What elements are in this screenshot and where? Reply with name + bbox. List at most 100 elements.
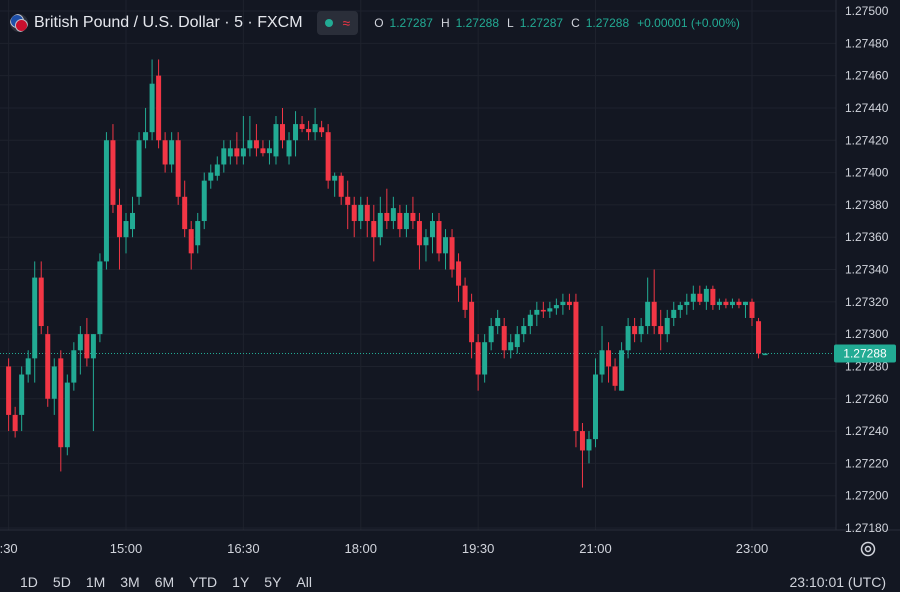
range-ytd-button[interactable]: YTD bbox=[189, 574, 218, 590]
candle-body bbox=[64, 382, 70, 448]
low-label: L bbox=[507, 16, 514, 30]
candle bbox=[358, 196, 364, 230]
time-tick-label: 15:00 bbox=[110, 541, 143, 556]
candle-body bbox=[462, 285, 468, 310]
candle-body bbox=[677, 305, 683, 310]
candle-body bbox=[482, 342, 488, 375]
candle bbox=[495, 309, 501, 335]
market-status-pill[interactable]: ≈ bbox=[316, 11, 359, 35]
candle-body bbox=[716, 301, 722, 306]
price-tick-label: 1.27360 bbox=[845, 230, 889, 244]
symbol-title[interactable]: British Pound / U.S. Dollar · 5 · FXCM bbox=[34, 14, 303, 31]
range-5d-button[interactable]: 5D bbox=[52, 574, 71, 590]
candle bbox=[469, 293, 475, 359]
time-axis[interactable]: :30 15:00 16:30 18:00 19:30 21:00 23:00 bbox=[0, 541, 768, 556]
candle bbox=[51, 358, 57, 415]
candle bbox=[103, 132, 109, 270]
candle-body bbox=[586, 439, 592, 451]
candle-body bbox=[45, 334, 51, 399]
range-6m-button[interactable]: 6M bbox=[154, 574, 175, 590]
candle-body bbox=[416, 221, 422, 246]
candle bbox=[390, 196, 396, 230]
candle bbox=[371, 204, 377, 262]
candle bbox=[64, 374, 70, 456]
candle bbox=[423, 229, 429, 262]
candle bbox=[716, 298, 722, 310]
candle-body bbox=[71, 350, 77, 383]
candle bbox=[749, 298, 755, 327]
candle bbox=[149, 59, 155, 141]
candle-body bbox=[260, 148, 266, 154]
candle-body bbox=[77, 334, 83, 351]
candle bbox=[599, 326, 605, 383]
candle bbox=[234, 132, 240, 165]
candle-body bbox=[143, 132, 149, 141]
price-tick-label: 1.27460 bbox=[845, 69, 889, 83]
candle-body bbox=[234, 148, 240, 157]
price-tick-label: 1.27300 bbox=[845, 327, 889, 341]
candle bbox=[364, 196, 370, 238]
range-1y-button[interactable]: 1Y bbox=[232, 574, 250, 590]
candle-body bbox=[188, 229, 194, 254]
candle-body bbox=[325, 132, 331, 181]
range-1d-button[interactable]: 1D bbox=[20, 574, 38, 590]
candle-body bbox=[664, 317, 670, 335]
price-tick-label: 1.27200 bbox=[845, 489, 889, 503]
candle bbox=[221, 140, 227, 173]
market-open-dot-icon bbox=[324, 19, 333, 27]
range-all-button[interactable]: All bbox=[296, 574, 312, 590]
candle bbox=[77, 326, 83, 375]
candle bbox=[612, 358, 618, 391]
candle bbox=[579, 422, 585, 488]
settings-gear-icon[interactable] bbox=[859, 540, 877, 558]
candle bbox=[710, 285, 716, 310]
candle-body bbox=[632, 326, 638, 335]
price-tick-label: 1.27280 bbox=[845, 359, 889, 373]
wave-indicator-icon: ≈ bbox=[342, 15, 351, 31]
candle-body bbox=[573, 301, 579, 432]
utc-clock[interactable]: 23:10:01 (UTC) bbox=[789, 574, 886, 590]
candle bbox=[527, 309, 533, 335]
candle bbox=[514, 326, 520, 354]
candle bbox=[214, 156, 220, 181]
candle bbox=[632, 317, 638, 343]
candle bbox=[240, 116, 246, 165]
candle bbox=[293, 111, 299, 157]
candle bbox=[553, 298, 559, 315]
candle-body bbox=[384, 212, 390, 222]
range-5y-button[interactable]: 5Y bbox=[264, 574, 282, 590]
candle bbox=[332, 172, 338, 197]
candle bbox=[247, 116, 253, 157]
candle-body bbox=[208, 172, 214, 181]
candle-body bbox=[593, 374, 598, 440]
candle-body bbox=[253, 140, 259, 149]
candle bbox=[729, 298, 735, 309]
candle-body bbox=[397, 212, 403, 230]
candle-body bbox=[371, 221, 377, 238]
candle-body bbox=[443, 237, 449, 254]
candle-body bbox=[123, 221, 129, 238]
candle-body bbox=[599, 350, 605, 375]
candle bbox=[443, 229, 449, 270]
candle-body bbox=[201, 180, 207, 222]
candle-body bbox=[521, 326, 527, 335]
candle-body bbox=[293, 124, 299, 141]
candle-body bbox=[214, 164, 220, 176]
candle bbox=[71, 342, 77, 391]
symbol-legend: British Pound / U.S. Dollar · 5 · FXCM ≈… bbox=[10, 10, 742, 36]
candle bbox=[338, 172, 344, 205]
candles bbox=[6, 59, 768, 488]
candle bbox=[19, 366, 25, 432]
candle-body bbox=[38, 277, 44, 327]
candle-body bbox=[619, 350, 625, 391]
range-1m-button[interactable]: 1M bbox=[85, 574, 106, 590]
candle-body bbox=[606, 350, 612, 367]
range-3m-button[interactable]: 3M bbox=[120, 574, 140, 590]
candle-body bbox=[729, 301, 735, 306]
price-axis[interactable]: 1.27500 1.27480 1.27460 1.27440 1.27420 1.274… bbox=[845, 4, 889, 535]
candle bbox=[638, 317, 644, 343]
candle-body bbox=[703, 288, 709, 302]
candle-body bbox=[475, 342, 481, 375]
candle-body bbox=[756, 321, 762, 354]
